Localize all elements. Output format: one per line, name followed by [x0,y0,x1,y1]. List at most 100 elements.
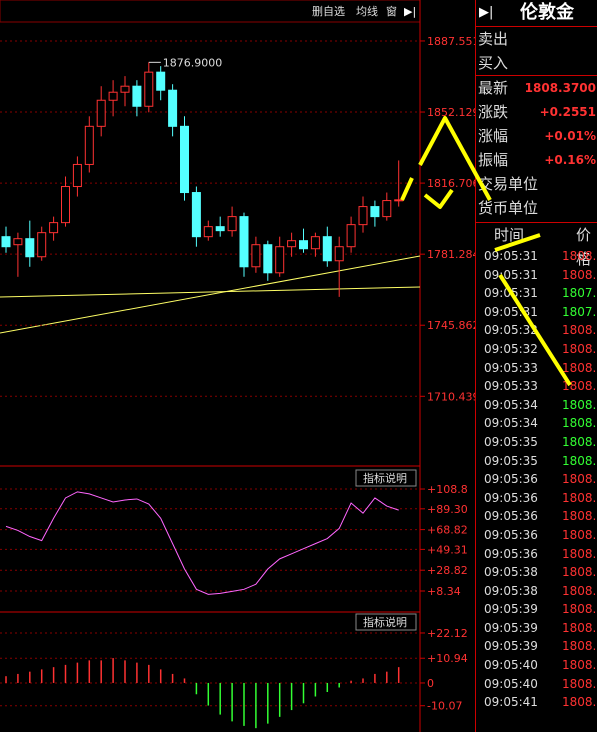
candle-body [239,216,249,268]
candle-body [334,246,344,262]
tick-time: 09:05:36 [484,490,538,505]
tick-row: 09:05:41 1808.4 [476,693,597,712]
tick-row: 09:05:34 1808.0 [476,396,597,415]
tick-price: 1808.2 [562,341,597,356]
candle-body [394,199,404,202]
tick-price: 1808.3 [562,639,597,654]
candle-body [215,226,225,232]
tick-row: 09:05:38 1808.3 [476,563,597,582]
y-tick-label: +89.30 [427,503,468,516]
tick-row: 09:05:34 1808.0 [476,414,597,433]
y-tick-label: 1852.129 [427,106,475,119]
tick-time: 09:05:36 [484,509,538,524]
y-tick-label: 1816.706 [427,177,475,190]
tick-time: 09:05:36 [484,472,538,487]
tick-time: 09:05:31 [484,304,538,319]
indicator-line [5,491,399,595]
tick-row: 09:05:31 1807.9 [476,284,597,303]
tick-time: 09:05:35 [484,434,538,449]
menu-icon: ▶| [404,5,416,18]
tick-row: 09:05:36 1808.3 [476,507,597,526]
tick-time: 09:05:36 [484,546,538,561]
tick-time: 09:05:39 [484,620,538,635]
tick-price: 1808.3 [562,509,597,524]
candle-body [13,238,23,246]
tick-price: 1808.1 [562,379,597,394]
quote-value: 1808.3700 [524,81,596,95]
toolbar-button[interactable]: 删自选 [312,5,345,18]
menu-icon[interactable]: ▶| [479,5,494,20]
y-tick-label: 1887.551 [427,35,475,48]
tick-row: 09:05:40 1808.4 [476,675,597,694]
tick-row: 09:05:33 1808.3 [476,359,597,378]
quote-title: 伦敦金 [520,2,574,23]
tick-price: 1808.2 [562,323,597,338]
tick-price: 1808.0 [562,453,597,468]
quote-value: +0.01% [544,129,596,143]
tick-row: 09:05:31 1808.2 [476,247,597,266]
tick-row: 09:05:36 1808.4 [476,470,597,489]
tick-row: 09:05:31 1808.2 [476,266,597,285]
candle-body [287,240,297,248]
ticks-header: 时间 价格 [476,222,597,268]
tick-row: 09:05:33 1808.1 [476,377,597,396]
candle-body [25,238,35,258]
toolbar-button[interactable]: 均线 [356,4,378,18]
tick-time: 09:05:40 [484,676,538,691]
candle-body [382,200,392,218]
quote-label: 卖出 [478,30,509,48]
candle-body [346,224,356,248]
candle-body [358,206,368,226]
candle-body [168,89,178,127]
indicator-button-bg [355,469,417,487]
tick-row: 09:05:36 1808.3 [476,489,597,508]
col-header: 价格 [576,226,592,268]
trend-line [0,286,421,298]
quote-row: 货币单位 [476,196,597,220]
tick-row: 09:05:35 1808.0 [476,433,597,452]
y-tick-label: +22.12 [427,627,468,640]
tick-list: 09:05:31 1808.2 09:05:31 1808.2 09:05:31 1807… [476,247,597,712]
tick-time: 09:05:34 [484,397,538,412]
tick-row: 09:05:39 1808.3 [476,637,597,656]
quote-value: +0.2551 [539,105,596,119]
indicator-button[interactable]: 指标说明 [363,471,407,485]
toolbar-buttons: 删自选 均线窗 ▶| [312,4,416,18]
tick-price: 1808.2 [562,267,597,282]
tick-price: 1808.4 [562,695,597,710]
tick-row: 09:05:31 1807.9 [476,303,597,322]
candle-body [299,240,308,250]
tick-price: 1808.3 [562,546,597,561]
candle-body [49,222,59,234]
tick-time: 09:05:31 [484,286,538,301]
tick-row: 09:05:39 1808.3 [476,600,597,619]
candle-body [96,99,106,127]
candle-body [227,216,237,232]
quote-label: 买入 [478,54,509,72]
tick-row: 09:05:32 1808.2 [476,340,597,359]
tick-time: 09:05:33 [484,379,538,394]
quote-row: 涨跌 +0.2551 [476,100,597,124]
tick-price: 1808.2 [562,583,597,598]
tick-time: 09:05:40 [484,658,538,673]
tick-price: 1808.4 [562,472,597,487]
quote-row: 涨幅 +0.01% [476,124,597,148]
y-tick-label: +10.94 [427,652,468,665]
toolbar-button[interactable]: 窗 [386,4,397,18]
candle-body [132,85,142,107]
quote-header: ▶| 伦敦金 [476,0,597,27]
quote-rows: 卖出 买入 最新 1808.3700 涨跌 +0.2551 涨幅 +0.01% 振幅 +0.16%… [476,27,597,220]
y-tick-label: -10.07 [427,700,462,713]
indicator-button[interactable]: 指标说明 [363,615,407,629]
tick-time: 09:05:41 [484,695,538,710]
quote-row: 交易单位 [476,172,597,196]
candle-body [275,246,285,274]
candle-body [251,244,261,268]
candle-body [310,236,320,250]
high-annotation: 1876.9000 [163,56,223,69]
tick-time: 09:05:32 [484,323,538,338]
tick-price: 1807.9 [562,304,597,319]
candle-body [37,232,47,258]
y-tick-label: 1745.862 [427,319,475,332]
candle-body [108,91,118,101]
